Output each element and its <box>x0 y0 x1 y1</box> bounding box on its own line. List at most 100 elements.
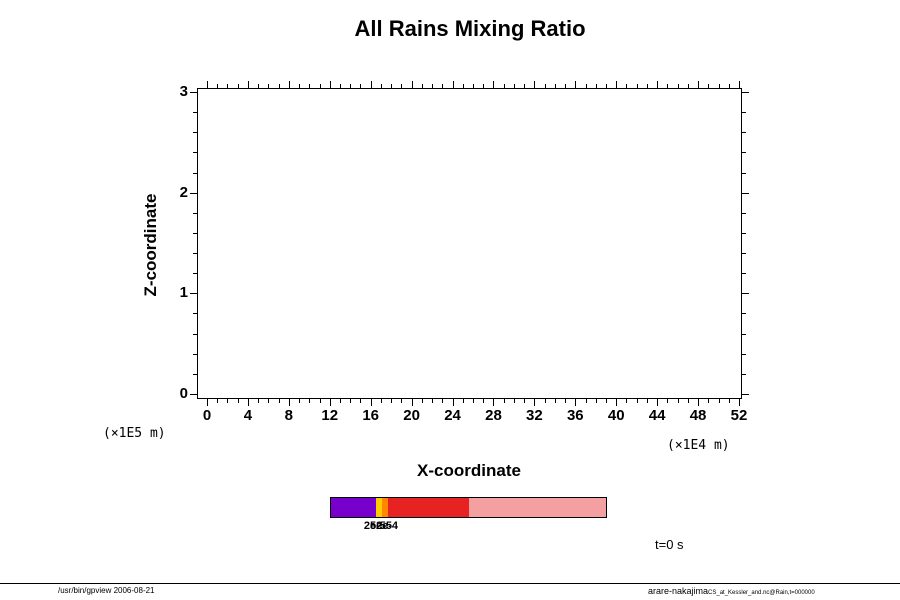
x-minor-tick <box>626 84 628 88</box>
x-minor-tick <box>565 84 567 88</box>
plot-area <box>197 88 742 399</box>
y-minor-tick <box>742 212 746 214</box>
y-minor-tick <box>742 333 746 335</box>
x-major-tick <box>247 81 249 88</box>
colorbar-segment <box>375 498 382 517</box>
x-minor-tick <box>380 84 382 88</box>
x-major-tick <box>370 399 372 406</box>
chart-title: All Rains Mixing Ratio <box>354 16 586 41</box>
x-minor-tick <box>421 399 423 403</box>
x-tick-label: 24 <box>444 407 461 424</box>
x-minor-tick <box>421 84 423 88</box>
x-minor-tick <box>483 399 485 403</box>
x-major-tick <box>534 81 536 88</box>
x-major-tick <box>370 81 372 88</box>
x-minor-tick <box>524 84 526 88</box>
y-major-tick <box>742 394 749 395</box>
x-minor-tick <box>554 84 556 88</box>
y-minor-tick <box>193 313 197 315</box>
x-minor-tick <box>350 399 352 403</box>
x-minor-tick <box>319 399 321 403</box>
x-major-tick <box>288 399 290 406</box>
x-tick-label: 20 <box>403 407 420 424</box>
y-major-tick <box>190 192 197 194</box>
x-minor-tick <box>646 399 648 403</box>
x-minor-tick <box>432 399 434 403</box>
y-major-tick <box>190 293 197 295</box>
x-tick-label: 40 <box>607 407 625 424</box>
x-minor-tick <box>309 399 311 403</box>
x-minor-tick <box>565 399 567 403</box>
x-minor-tick <box>401 84 403 88</box>
x-major-tick <box>493 81 495 88</box>
x-minor-tick <box>513 399 515 403</box>
x-tick-label: 52 <box>730 407 748 424</box>
x-major-tick <box>411 81 413 88</box>
x-minor-tick <box>268 84 270 88</box>
x-major-tick <box>698 399 700 406</box>
colorbar-level-label: 2e-5 <box>363 520 386 532</box>
x-minor-tick <box>462 84 464 88</box>
x-minor-tick <box>646 84 648 88</box>
y-minor-tick <box>742 152 746 154</box>
footer-divider <box>0 583 900 584</box>
y-tick-label: 3 <box>179 83 188 100</box>
y-minor-tick <box>742 353 746 355</box>
x-minor-tick <box>350 84 352 88</box>
x-minor-tick <box>278 399 280 403</box>
y-minor-tick <box>193 232 197 234</box>
x-major-tick <box>452 399 454 406</box>
colorbar-level-label: 2e-4 <box>376 520 399 532</box>
x-minor-tick <box>595 399 597 403</box>
x-minor-tick <box>340 84 341 88</box>
x-tick-label: 28 <box>485 407 502 424</box>
x-minor-tick <box>687 399 689 403</box>
x-minor-tick <box>237 399 239 403</box>
x-minor-tick <box>636 399 638 403</box>
y-major-tick <box>742 293 749 295</box>
y-minor-tick <box>193 373 197 375</box>
y-tick-label: 0 <box>179 385 188 402</box>
x-major-tick <box>329 81 331 88</box>
x-minor-tick <box>360 399 362 403</box>
x-minor-tick <box>360 84 362 88</box>
x-major-tick <box>207 399 208 406</box>
x-minor-tick <box>513 84 515 88</box>
y-minor-tick <box>742 313 746 315</box>
x-major-tick <box>207 81 208 88</box>
footer-source-detail: CS_at_Kessler_and.nc@Rain,t=000000 <box>708 590 815 596</box>
x-minor-tick <box>432 84 434 88</box>
x-major-tick <box>534 399 536 406</box>
y-major-tick <box>190 394 197 395</box>
y-minor-tick <box>193 353 197 355</box>
x-minor-tick <box>626 399 628 403</box>
x-minor-tick <box>258 84 260 88</box>
x-major-tick <box>698 81 700 88</box>
x-tick-label: 48 <box>689 407 707 424</box>
x-minor-tick <box>667 84 669 88</box>
x-tick-label: 36 <box>566 407 584 424</box>
x-minor-tick <box>391 399 393 403</box>
x-minor-tick <box>278 84 280 88</box>
x-minor-tick <box>503 84 505 88</box>
footer-source-name: arare-nakajima <box>648 586 709 596</box>
x-minor-tick <box>442 399 444 403</box>
y-minor-tick <box>742 172 746 174</box>
x-minor-tick <box>473 84 474 88</box>
x-tick-label: 32 <box>526 407 543 424</box>
x-minor-tick <box>677 399 679 403</box>
y-major-tick <box>742 92 749 93</box>
x-minor-tick <box>718 399 720 403</box>
x-minor-tick <box>503 399 505 403</box>
x-major-tick <box>575 81 577 88</box>
x-major-tick <box>329 399 331 406</box>
x-minor-tick <box>391 84 393 88</box>
x-major-tick <box>288 81 290 88</box>
y-axis-label: Z-coordinate <box>141 193 160 297</box>
x-major-tick <box>616 81 618 88</box>
x-minor-tick <box>217 84 219 88</box>
x-minor-tick <box>687 84 689 88</box>
x-major-tick <box>657 81 659 88</box>
x-minor-tick <box>299 399 301 403</box>
x-axis-unit: (×1E4 m) <box>667 438 730 453</box>
